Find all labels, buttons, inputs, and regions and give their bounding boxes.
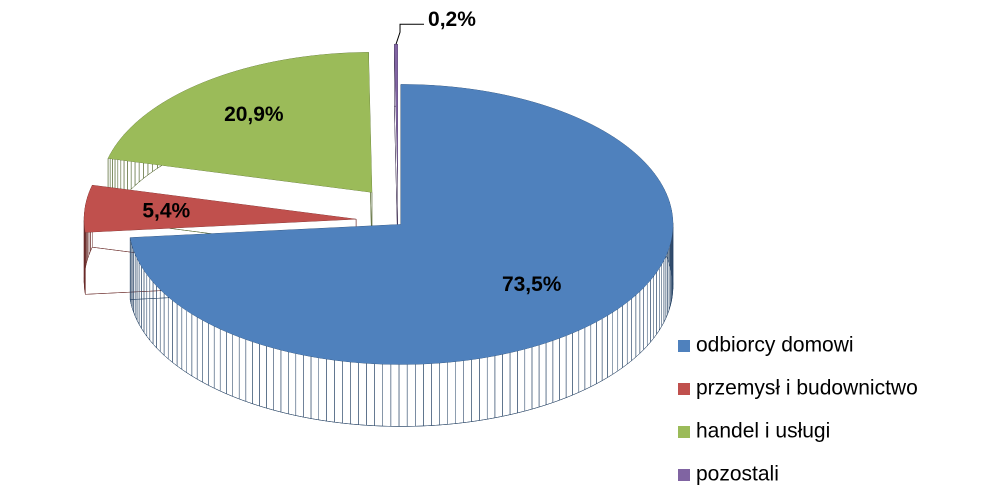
legend-swatch xyxy=(678,383,690,395)
leader-line xyxy=(395,23,425,45)
slice xyxy=(108,52,372,193)
slice xyxy=(394,44,398,185)
slice xyxy=(84,185,357,233)
legend-label: handel i usługi xyxy=(696,420,830,443)
legend-label: odbiorcy domowi xyxy=(696,334,854,357)
data-label: 5,4% xyxy=(142,199,190,222)
data-label: 0,2% xyxy=(428,8,476,31)
data-label: 20,9% xyxy=(224,103,284,126)
legend-swatch xyxy=(678,340,690,352)
legend-swatch xyxy=(678,426,690,438)
legend-label: pozostali xyxy=(696,463,779,486)
data-label: 73,5% xyxy=(502,273,562,296)
slice xyxy=(130,84,673,365)
legend-swatch xyxy=(678,469,690,481)
legend-label: przemysł i budownictwo xyxy=(696,377,918,400)
